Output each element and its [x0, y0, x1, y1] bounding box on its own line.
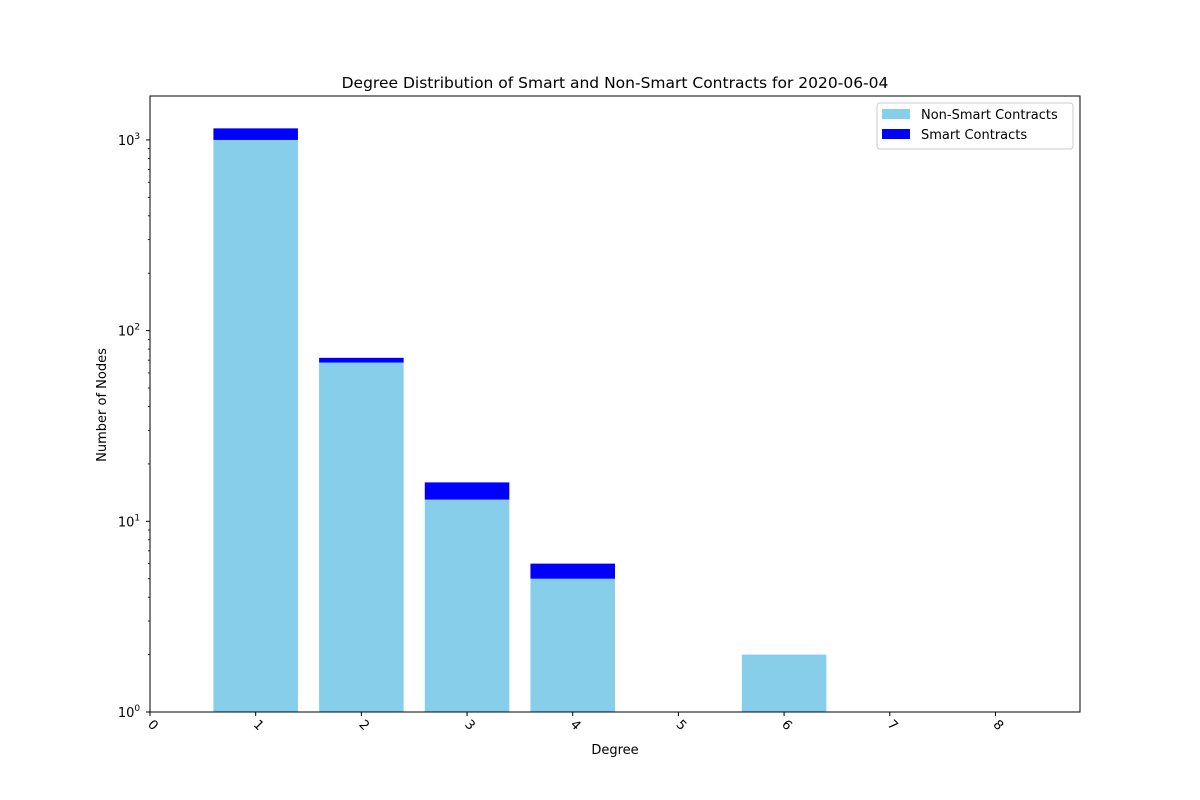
legend-box	[876, 102, 1074, 150]
bar-non-smart-degree-4	[530, 578, 615, 712]
y-tick-label-1000: 103	[118, 132, 140, 149]
bar-non-smart-degree-1	[213, 139, 298, 712]
legend-label-non-smart: Non-Smart Contracts	[921, 108, 1058, 123]
bar-non-smart-degree-2	[319, 362, 404, 712]
bar-smart-degree-4	[530, 563, 615, 579]
y-tick-label-10: 101	[118, 513, 140, 530]
y-tick-label-100: 102	[118, 323, 140, 340]
chart-title: Degree Distribution of Smart and Non-Sma…	[342, 74, 889, 92]
y-axis: 100 101 102 103	[118, 132, 150, 721]
legend-swatch-non-smart	[882, 109, 910, 119]
bar-smart-degree-3	[424, 482, 510, 500]
legend-swatch-smart	[882, 129, 910, 139]
bar-smart-degree-2	[319, 357, 404, 363]
bar-smart-degree-1	[213, 128, 298, 140]
bars-layer	[213, 128, 827, 712]
y-tick-label-1: 100	[118, 704, 141, 721]
legend-label-smart: Smart Contracts	[921, 128, 1027, 143]
bar-non-smart-degree-3	[424, 499, 510, 712]
x-axis-label: Degree	[591, 743, 638, 758]
bar-non-smart-degree-6	[741, 654, 827, 712]
legend: Non-Smart Contracts Smart Contracts	[876, 102, 1074, 150]
plot-frame	[149, 95, 1081, 713]
y-axis-label: Number of Nodes	[95, 348, 110, 462]
